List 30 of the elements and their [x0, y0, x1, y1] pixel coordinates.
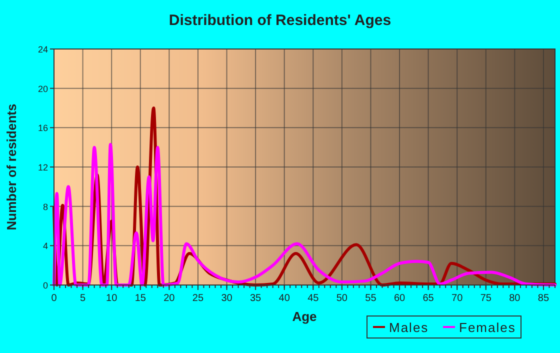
- x-tick-label: 80: [509, 293, 521, 304]
- y-tick-label: 8: [42, 202, 48, 212]
- y-tick-label: 24: [38, 44, 48, 54]
- y-axis-title: Number of residents: [4, 104, 19, 230]
- x-tick-label: 20: [164, 293, 176, 304]
- x-axis-title: Age: [292, 309, 317, 324]
- x-tick-label: 65: [422, 293, 434, 304]
- y-tick-label: 12: [38, 162, 48, 172]
- x-tick-label: 70: [452, 293, 464, 304]
- y-tick-label: 0: [42, 280, 48, 290]
- x-tick-label: 35: [250, 293, 262, 304]
- y-tick-label: 4: [42, 241, 48, 252]
- x-tick-label: 45: [308, 293, 320, 304]
- x-tick-label: 30: [221, 293, 233, 304]
- x-tick-label: 40: [278, 293, 290, 304]
- x-tick-label: 5: [80, 293, 86, 304]
- x-tick-label: 25: [192, 293, 204, 304]
- x-tick-label: 0: [51, 293, 58, 304]
- x-tick-label: 60: [394, 293, 406, 304]
- x-tick-label: 50: [336, 293, 348, 304]
- legend-label: Females: [459, 320, 516, 335]
- y-tick-label: 16: [38, 123, 48, 134]
- chart-title: Distribution of Residents' Ages: [168, 12, 392, 29]
- x-tick-label: 55: [365, 293, 377, 304]
- x-tick-label: 85: [538, 293, 550, 304]
- y-tick-label: 20: [38, 84, 48, 94]
- legend-label: Males: [389, 320, 429, 335]
- x-tick-label: 15: [134, 293, 146, 304]
- x-tick-label: 75: [480, 293, 492, 304]
- x-tick-label: 10: [106, 293, 118, 304]
